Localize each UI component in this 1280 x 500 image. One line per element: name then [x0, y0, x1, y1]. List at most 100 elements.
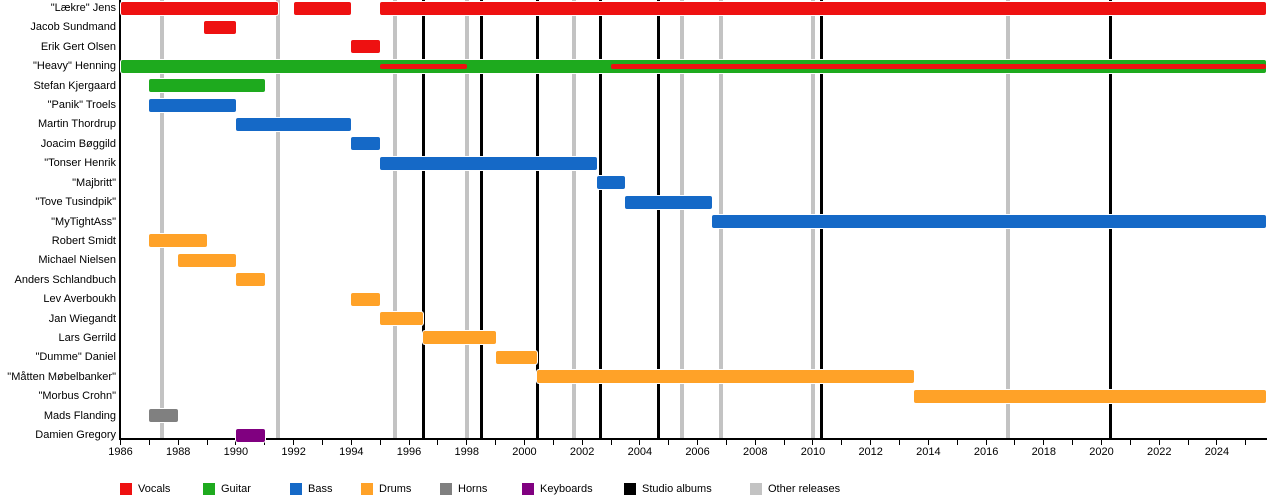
year-tick: [1101, 439, 1103, 445]
year-label: 2022: [1146, 445, 1172, 458]
member-bar-bass: [380, 156, 597, 170]
year-tick: [639, 439, 641, 445]
year-label: 2024: [1204, 445, 1230, 458]
year-tick: [725, 439, 727, 445]
legend-swatch-bass: [290, 483, 302, 495]
member-label: Stefan Kjergaard: [33, 79, 116, 92]
member-bar-drums: [178, 253, 236, 267]
member-label: Jacob Sundmand: [30, 21, 116, 34]
legend-label: Keyboards: [540, 482, 593, 495]
year-tick: [466, 439, 468, 445]
member-bar-drums: [423, 331, 496, 345]
year-label: 1990: [223, 445, 249, 458]
year-tick: [437, 439, 439, 445]
member-label: Martin Thordrup: [37, 118, 116, 131]
member-bar-keyboards: [235, 428, 265, 442]
year-tick: [1216, 439, 1218, 445]
legend-label: Bass: [308, 482, 333, 495]
member-bar-vocals: [293, 1, 352, 15]
member-bar-bass: [596, 176, 626, 190]
year-tick: [148, 439, 150, 445]
legend-swatch-drums: [361, 483, 373, 495]
legend-label: Other releases: [768, 482, 841, 495]
year-tick: [1072, 439, 1074, 445]
year-tick: [1043, 439, 1045, 445]
year-tick: [754, 439, 756, 445]
member-bar-bass: [351, 137, 381, 151]
studio-album-line: [479, 0, 483, 438]
year-tick: [956, 439, 958, 445]
member-label: "Dumme" Daniel: [35, 351, 116, 364]
member-label: Anders Schlandbuch: [14, 273, 116, 286]
year-tick: [870, 439, 872, 445]
legend-swatch-guitar: [203, 483, 215, 495]
member-label: "Tonser Henrik: [44, 157, 116, 170]
legend-label: Horns: [458, 482, 488, 495]
year-tick: [206, 439, 208, 445]
member-bar-bass: [712, 215, 1266, 228]
other-release-line: [160, 0, 165, 438]
year-tick: [293, 439, 295, 445]
y-axis-line: [119, 0, 121, 440]
other-release-line: [392, 0, 397, 438]
year-tick: [1129, 439, 1131, 445]
year-tick: [1187, 439, 1189, 445]
legend-swatch-vocals: [120, 483, 132, 495]
member-bar-overlay-vocals: [611, 63, 1266, 69]
other-release-line: [679, 0, 684, 438]
year-tick: [841, 439, 843, 445]
year-tick: [1014, 439, 1016, 445]
member-bar-drums: [537, 370, 914, 384]
member-bar-bass: [149, 98, 236, 112]
year-tick: [927, 439, 929, 445]
year-label: 1988: [165, 445, 191, 458]
year-tick: [581, 439, 583, 445]
year-label: 2020: [1089, 445, 1114, 458]
legend-label: Vocals: [138, 482, 171, 495]
year-label: 2004: [627, 445, 653, 458]
member-label: "Panik" Troels: [47, 99, 116, 112]
year-tick: [552, 439, 554, 445]
member-label: Erik Gert Olsen: [40, 40, 116, 53]
member-label: "Heavy" Henning: [32, 60, 116, 73]
year-label: 1996: [396, 445, 422, 458]
member-label: "Majbritt": [72, 176, 116, 189]
year-label: 1992: [281, 445, 306, 458]
year-label: 2008: [743, 445, 768, 458]
year-tick: [697, 439, 699, 445]
legend-label: Drums: [379, 482, 412, 495]
year-tick: [1158, 439, 1160, 445]
year-label: 2014: [916, 445, 941, 458]
studio-album-line: [599, 0, 603, 438]
member-label: "Måtten Møbelbanker": [7, 370, 116, 383]
member-bar-overlay-vocals: [380, 63, 467, 69]
year-label: 1998: [454, 445, 479, 458]
year-label: 2000: [512, 445, 537, 458]
other-release-line: [275, 0, 280, 438]
year-tick: [120, 439, 121, 445]
member-label: Lev Averboukh: [43, 293, 116, 306]
member-bar-bass: [235, 117, 352, 131]
studio-album-line: [657, 0, 661, 438]
year-label: 2006: [685, 445, 710, 458]
year-label: 2016: [973, 445, 999, 458]
year-tick: [523, 439, 525, 445]
member-bar-guitar: [149, 79, 265, 93]
year-tick: [379, 439, 381, 445]
member-bar-bass: [625, 195, 712, 209]
other-release-line: [464, 0, 469, 438]
year-tick: [177, 439, 179, 445]
year-tick: [783, 439, 785, 445]
member-label: "Tove Tusindpik": [35, 196, 116, 209]
other-release-line: [571, 0, 576, 438]
legend-label: Guitar: [221, 482, 251, 495]
member-bar-drums: [495, 350, 538, 364]
year-label: 2018: [1031, 445, 1057, 458]
year-tick: [495, 439, 497, 445]
member-label: "MyTightAss": [51, 215, 116, 228]
year-label: 2010: [800, 445, 826, 458]
member-bar-vocals: [120, 1, 278, 15]
year-tick: [668, 439, 670, 445]
member-label: Michael Nielsen: [38, 254, 116, 267]
